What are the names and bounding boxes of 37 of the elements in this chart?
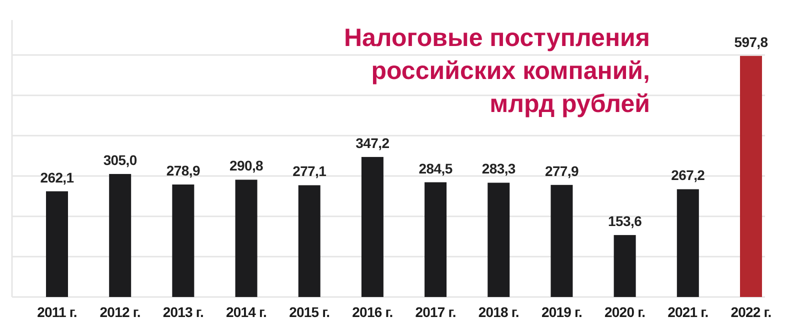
bar bbox=[550, 184, 573, 297]
bar bbox=[361, 156, 384, 297]
data-label: 347,2 bbox=[356, 134, 390, 151]
bar bbox=[424, 182, 447, 297]
bar bbox=[740, 56, 762, 297]
x-tick-label: 2019 г. bbox=[541, 304, 582, 320]
chart-title: Налоговые поступления российских компаний, млрд рублей bbox=[344, 24, 650, 118]
data-label: 305,0 bbox=[103, 152, 138, 168]
bar bbox=[614, 235, 636, 297]
data-label: 262,1 bbox=[40, 169, 74, 186]
data-label: 277,1 bbox=[292, 163, 327, 180]
bar bbox=[109, 174, 132, 297]
x-tick-label: 2013 г. bbox=[162, 304, 204, 320]
bar bbox=[46, 191, 68, 297]
data-label: 278,9 bbox=[166, 162, 200, 179]
x-tick-label: 2017 г. bbox=[415, 304, 456, 320]
x-tick-label: 2021 г. bbox=[668, 304, 708, 320]
x-tick-label: 2014 г. bbox=[226, 304, 267, 320]
data-label: 153,6 bbox=[608, 213, 642, 230]
x-tick-label: 2020 г. bbox=[604, 304, 646, 320]
data-label: 284,5 bbox=[418, 160, 453, 176]
x-tick-label: 2012 г. bbox=[100, 304, 140, 320]
x-tick-label: 2016 г. bbox=[352, 304, 393, 320]
x-tick-label: 2015 г. bbox=[289, 304, 330, 320]
data-label: 290,8 bbox=[230, 158, 264, 174]
data-label: 597,8 bbox=[734, 34, 768, 50]
bar bbox=[172, 184, 194, 297]
data-label: 267,2 bbox=[671, 167, 706, 184]
bar bbox=[488, 182, 510, 297]
bar bbox=[298, 185, 320, 297]
x-tick-label: 2018 г. bbox=[478, 304, 519, 320]
bar bbox=[235, 180, 258, 297]
x-tick-label: 2022 г. bbox=[730, 304, 772, 320]
x-tick-label: 2011 г. bbox=[37, 304, 77, 320]
bar bbox=[676, 189, 699, 297]
data-label: 277,9 bbox=[544, 162, 579, 179]
data-label: 283,3 bbox=[482, 160, 516, 177]
